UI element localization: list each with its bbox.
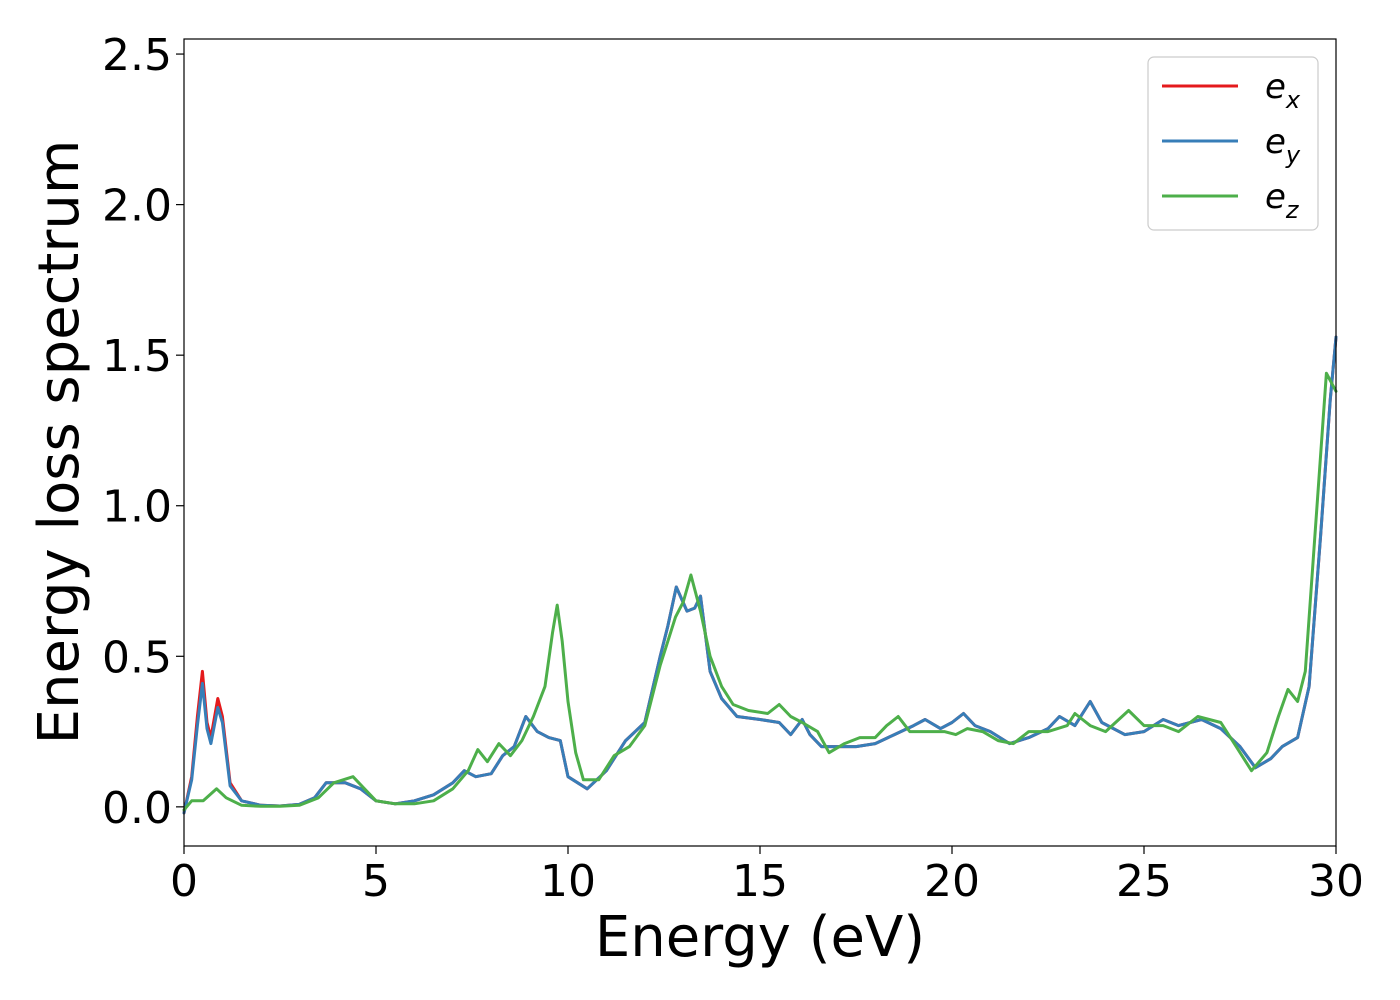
x-tick-label: 25 <box>1116 856 1172 907</box>
y-axis-label: Energy loss spectrum <box>27 140 92 745</box>
series-line-z <box>182 371 1338 812</box>
series-line-x <box>182 335 1338 815</box>
legend-label-base: e <box>1265 177 1286 217</box>
legend-label-subscript: y <box>1285 141 1301 169</box>
x-tick-label: 20 <box>924 856 980 907</box>
y-tick-label: 1.5 <box>102 331 172 382</box>
y-tick-label: 0.5 <box>102 632 172 683</box>
y-tick-label: 2.0 <box>102 181 172 232</box>
legend-label-base: e <box>1265 67 1286 107</box>
legend-label-subscript: z <box>1285 196 1300 224</box>
x-axis-ticks: 0 5 10 15 20 25 30 <box>170 846 1364 907</box>
x-tick-label: 10 <box>540 856 596 907</box>
x-tick-label: 15 <box>732 856 788 907</box>
x-tick-label: 30 <box>1308 856 1364 907</box>
series-line-y <box>182 335 1338 815</box>
x-tick-label: 5 <box>362 856 390 907</box>
legend-label-y: ey <box>1265 122 1301 169</box>
legend-label-base: e <box>1265 122 1286 162</box>
y-tick-label: 0.0 <box>102 783 172 834</box>
legend-label-z: ez <box>1265 177 1300 224</box>
legend-label-x: ex <box>1265 67 1301 114</box>
legend-label-subscript: x <box>1285 86 1301 114</box>
x-axis-label: Energy (eV) <box>595 905 925 970</box>
x-tick-label: 0 <box>170 856 198 907</box>
plot-lines <box>182 335 1338 815</box>
y-tick-label: 1.0 <box>102 482 172 533</box>
y-tick-label: 2.5 <box>102 30 172 81</box>
legend-box <box>1147 56 1319 231</box>
y-axis-ticks: 0.0 0.5 1.0 1.5 2.0 2.5 <box>102 30 184 834</box>
